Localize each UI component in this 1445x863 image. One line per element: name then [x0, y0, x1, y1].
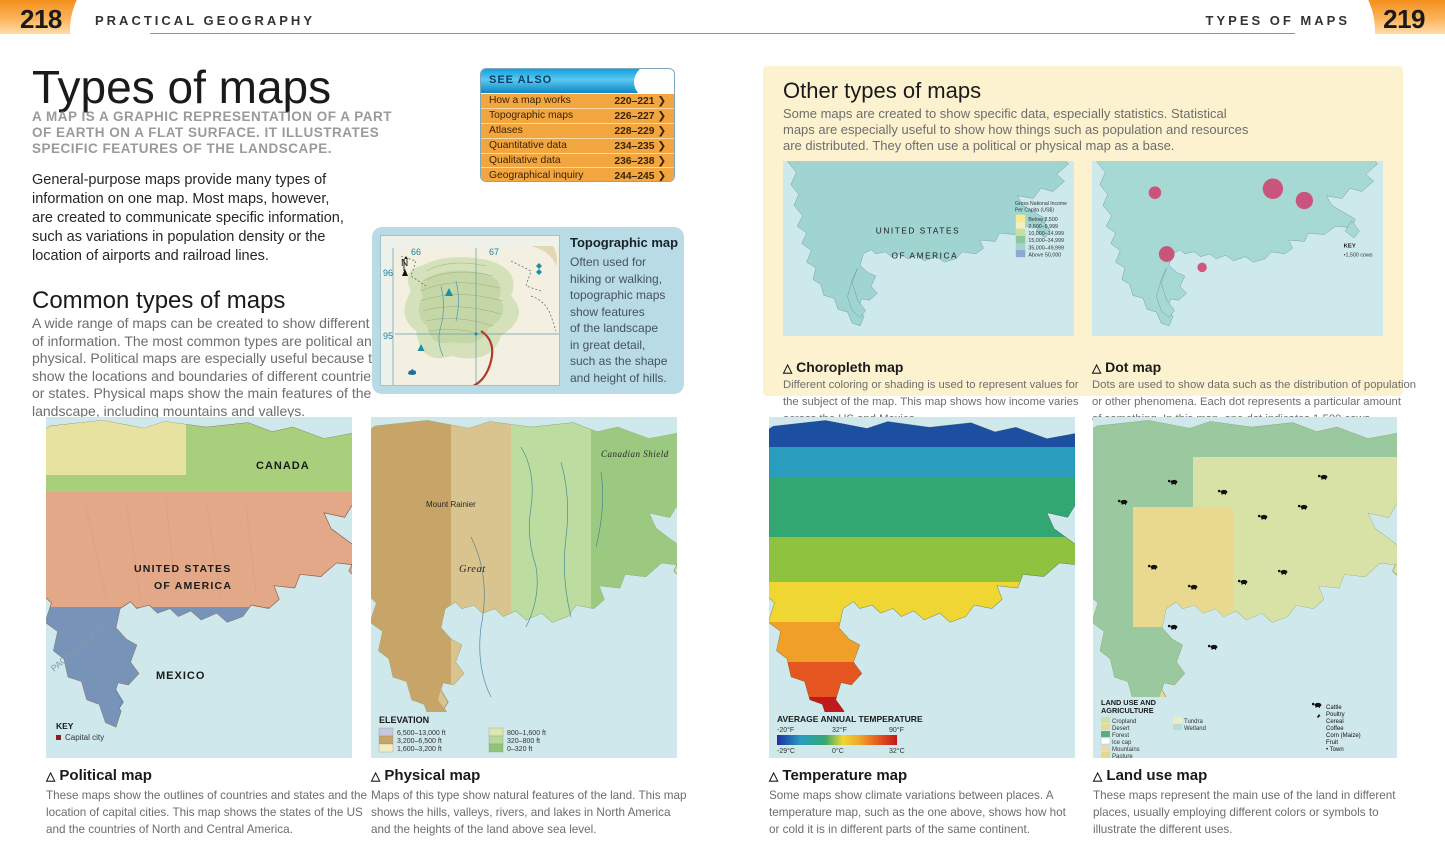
svg-text:95: 95 — [383, 331, 393, 341]
svg-text:Per Capita (US$): Per Capita (US$) — [1015, 208, 1054, 214]
svg-text:Coffee: Coffee — [1326, 726, 1344, 732]
svg-text:32°F: 32°F — [832, 726, 847, 734]
svg-text:67: 67 — [489, 247, 499, 257]
svg-text:Cattle: Cattle — [1326, 705, 1342, 711]
svg-text:UNITED STATES: UNITED STATES — [876, 227, 960, 236]
svg-text:OF AMERICA: OF AMERICA — [892, 252, 959, 261]
svg-text:Forest: Forest — [1112, 733, 1129, 739]
svg-text:Ice cap: Ice cap — [1112, 740, 1132, 746]
svg-text:Corn (Maize): Corn (Maize) — [1326, 733, 1361, 739]
svg-text:Cropland: Cropland — [1112, 719, 1136, 725]
svg-text:KEY: KEY — [1344, 244, 1356, 250]
svg-text:Mount Rainier: Mount Rainier — [426, 500, 476, 509]
svg-text:Mountains: Mountains — [1112, 747, 1140, 753]
svg-text:Poultry: Poultry — [1326, 712, 1345, 718]
svg-text:KEY: KEY — [56, 721, 74, 731]
svg-text:320–800 ft: 320–800 ft — [507, 738, 540, 745]
svg-text:800–1,600 ft: 800–1,600 ft — [507, 730, 546, 737]
svg-text:Above 50,000: Above 50,000 — [1028, 252, 1061, 258]
svg-text:0–320 ft: 0–320 ft — [507, 746, 532, 753]
svg-text:UNITED STATES: UNITED STATES — [134, 563, 231, 575]
svg-text:6,500–13,000 ft: 6,500–13,000 ft — [397, 730, 446, 737]
svg-text:Wetland: Wetland — [1184, 726, 1206, 732]
svg-text:10,000–14,999: 10,000–14,999 — [1028, 231, 1064, 237]
svg-text:OF AMERICA: OF AMERICA — [154, 580, 232, 592]
svg-text:2,500–9,999: 2,500–9,999 — [1028, 224, 1058, 230]
svg-text:96: 96 — [383, 268, 393, 278]
svg-text:Pasture: Pasture — [1112, 754, 1133, 758]
svg-text:MEXICO: MEXICO — [156, 670, 205, 682]
svg-text:90°F: 90°F — [889, 726, 904, 734]
svg-text:Tundra: Tundra — [1184, 719, 1203, 725]
svg-text:Capital city: Capital city — [65, 733, 104, 742]
svg-text:66: 66 — [411, 247, 421, 257]
svg-text:Gross National Income: Gross National Income — [1015, 201, 1067, 207]
svg-text:• Town: • Town — [1326, 747, 1344, 753]
svg-text:Desert: Desert — [1112, 726, 1130, 732]
svg-text:Cereal: Cereal — [1326, 719, 1344, 725]
svg-text:3,200–6,500 ft: 3,200–6,500 ft — [397, 738, 442, 745]
svg-text:32°C: 32°C — [889, 747, 905, 755]
svg-text:Below 2,500: Below 2,500 — [1028, 217, 1057, 223]
svg-text:Canadian Shield: Canadian Shield — [601, 449, 669, 459]
svg-text:1,600–3,200 ft: 1,600–3,200 ft — [397, 746, 442, 753]
svg-text:-20°F: -20°F — [777, 726, 794, 734]
svg-text:ELEVATION: ELEVATION — [379, 715, 429, 725]
svg-text:AVERAGE ANNUAL TEMPERATURE: AVERAGE ANNUAL TEMPERATURE — [777, 714, 923, 724]
svg-text:Fruit: Fruit — [1326, 740, 1338, 746]
svg-text:0°C: 0°C — [832, 747, 844, 755]
svg-text:15,000–34,999: 15,000–34,999 — [1028, 238, 1064, 244]
svg-text:N: N — [401, 258, 408, 269]
svg-text:35,000–49,999: 35,000–49,999 — [1028, 245, 1064, 251]
svg-text:•1,500 cows: •1,500 cows — [1344, 252, 1373, 258]
svg-text:AGRICULTURE: AGRICULTURE — [1101, 706, 1154, 715]
svg-text:CANADA: CANADA — [256, 460, 310, 472]
svg-text:-29°C: -29°C — [777, 747, 795, 755]
